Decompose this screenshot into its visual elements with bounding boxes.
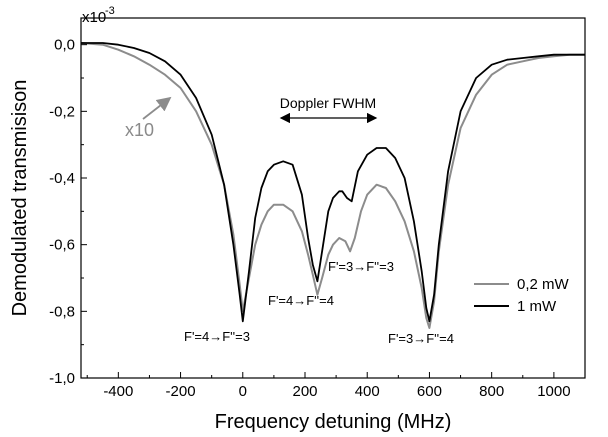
y-axis-title: Demodulated transmisison: [9, 80, 31, 317]
series-line-2: [81, 42, 585, 323]
y-exponent-power: -3: [105, 5, 115, 17]
x-tick-label: 400: [355, 383, 380, 400]
transition-label-1: F'=4→F''=3: [184, 329, 250, 344]
y-tick-label: 0,0: [54, 37, 75, 54]
legend: 0,2 mW 1 mW: [474, 276, 570, 315]
doppler-fwhm-label: Doppler FWHM: [280, 95, 376, 111]
y-exponent-label: x10: [82, 9, 106, 26]
y-tick-label: -0,2: [49, 103, 75, 120]
transition-label-3: F'=3→F''=3: [328, 259, 394, 274]
x10-annotation: x10: [125, 120, 154, 140]
x-tick-label: 1000: [537, 383, 570, 400]
transition-label-4: F'=3→F''=4: [388, 331, 454, 346]
x-tick-label: -400: [103, 383, 133, 400]
x-tick-label: 200: [292, 383, 317, 400]
legend-label-1: 0,2 mW: [517, 276, 570, 293]
series-layer: [80, 42, 585, 329]
legend-label-2: 1 mW: [517, 298, 557, 315]
transition-label-2: F'=4→F''=4: [268, 293, 334, 308]
ticks-layer: -400 -200 0 200 400 600 800 1000 0,0 -0,2 -0,4 -0,6…: [49, 37, 586, 400]
x-tick-label: 800: [479, 383, 504, 400]
x10-arrow: [142, 96, 172, 120]
x-tick-label: 0: [239, 383, 247, 400]
y-tick-label: -1,0: [49, 370, 75, 387]
x-tick-label: -200: [166, 383, 196, 400]
y-tick-label: -0,6: [49, 237, 75, 254]
x-tick-label: 600: [417, 383, 442, 400]
y-tick-label: -0,4: [49, 170, 75, 187]
y-tick-label: -0,8: [49, 303, 75, 320]
plot-frame: [80, 17, 586, 379]
series-line-1: [80, 42, 585, 329]
x-axis-title: Frequency detuning (MHz): [215, 411, 452, 433]
